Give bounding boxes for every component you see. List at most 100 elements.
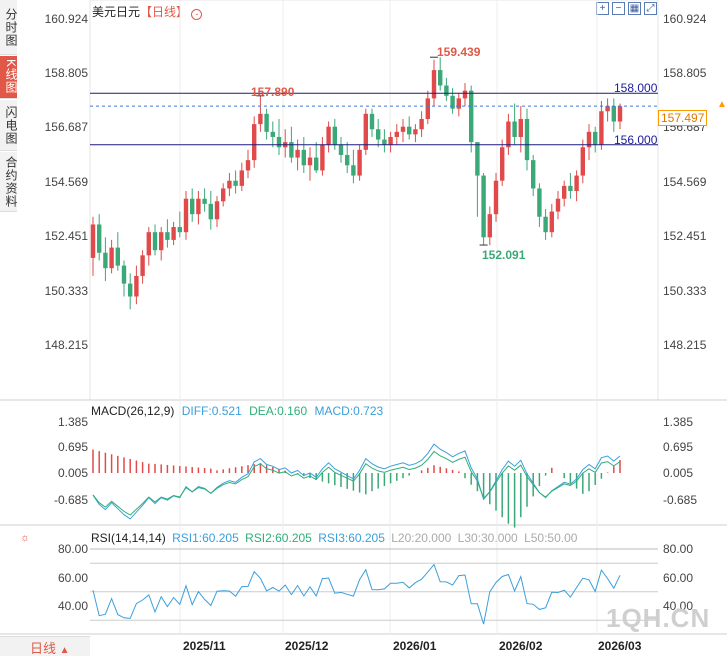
candle-body-72 (537, 188, 542, 217)
price-tick-r-5: 150.333 (663, 284, 707, 298)
candle-body-21 (221, 188, 226, 202)
price-tick-r-4: 152.451 (663, 229, 707, 243)
macd-tick-r-3: -0.685 (663, 493, 698, 507)
grid-icon[interactable]: ▦ (628, 2, 641, 15)
candle-body-30 (276, 136, 282, 148)
price-tick-r-6: 148.215 (663, 338, 707, 352)
candle-body-74 (549, 211, 554, 233)
candle-body-41 (345, 154, 350, 166)
sun-icon[interactable]: ☼ (20, 532, 31, 544)
candle-body-49 (394, 131, 399, 137)
candle-body-57 (444, 85, 449, 96)
candle-body-54 (425, 98, 430, 119)
candle-body-40 (338, 144, 344, 155)
current-price-arrow-icon: ▲ (717, 99, 727, 110)
candle-body-58 (450, 95, 455, 109)
period-tag: 【日线】 (140, 5, 189, 19)
candle-body-75 (555, 198, 561, 212)
macd-diff-value: DIFF:0.521 (181, 404, 242, 418)
triangle-up-icon: ▲ (59, 645, 70, 656)
candle-body-52 (413, 129, 418, 135)
rsi-tick-l-2: 40.00 (57, 599, 88, 613)
time-tick-1: 2025/12 (285, 639, 329, 653)
candle-body-2 (103, 252, 108, 269)
low-price-label: 152.091 (482, 248, 526, 262)
rsi3-value: RSI3:60.205 (318, 531, 385, 545)
candle-body-69 (518, 118, 523, 137)
rsi-title: RSI(14,14,14) (91, 531, 166, 545)
candle-body-53 (419, 118, 424, 130)
rsi2-value: RSI2:60.205 (245, 531, 312, 545)
candle-body-84 (611, 106, 616, 122)
side-tab-0[interactable]: 分时图 (0, 0, 18, 55)
candle-body-42 (351, 165, 356, 176)
rsi-l20-value: L20:20.000 (391, 531, 452, 545)
candle-body-35 (307, 157, 313, 166)
candle-body-16 (190, 198, 195, 215)
candle-body-0 (90, 224, 96, 258)
zoom-out-icon[interactable]: − (612, 2, 625, 15)
candle-body-64 (487, 214, 492, 238)
candle-body-62 (475, 142, 480, 176)
upper-level-label: 158.000 (614, 81, 658, 95)
candle-body-67 (506, 121, 511, 148)
price-tick-l-3: 154.569 (44, 175, 88, 189)
macd-tick-r-2: 0.005 (663, 466, 694, 480)
price-tick-l-2: 156.687 (44, 120, 88, 134)
candle-body-12 (165, 232, 170, 240)
candle-body-51 (407, 126, 412, 135)
side-tab-1[interactable]: K线图 (0, 56, 18, 99)
macd-dea-value: DEA:0.160 (249, 404, 308, 418)
candle-body-61 (469, 90, 474, 143)
price-tick-l-1: 158.805 (44, 66, 88, 80)
high-price-label: 159.439 (437, 45, 481, 59)
macd-tick-l-0: 1.385 (57, 415, 88, 429)
candle-body-8 (140, 255, 145, 276)
candle-body-77 (568, 185, 573, 192)
macd-legend: MACD(26,12,9) DIFF:0.521 DEA:0.160 MACD:… (91, 404, 383, 418)
period-selector[interactable]: 日线 ▲ (30, 638, 70, 657)
candle-body-55 (431, 70, 437, 99)
candle-body-32 (289, 142, 294, 158)
macd-tick-l-2: 0.005 (57, 466, 88, 480)
candle-body-68 (512, 121, 517, 137)
candle-body-33 (295, 149, 300, 158)
period-selector-bar (0, 636, 90, 656)
candle-body-4 (115, 247, 120, 266)
expand-icon[interactable]: ⤢ (644, 2, 657, 15)
candle-body-26 (252, 124, 257, 161)
left-high-price-label: 157.890 (251, 85, 295, 99)
rsi-tick-r-1: 60.00 (663, 571, 694, 585)
price-tick-r-0: 160.924 (663, 12, 707, 26)
side-tab-2[interactable]: 闪电图 (0, 100, 18, 151)
settings-circle-icon[interactable]: - (191, 9, 203, 20)
candle-body-22 (227, 180, 232, 189)
rsi1-value: RSI1:60.205 (172, 531, 239, 545)
side-tab-3[interactable]: 合约资料 (0, 152, 18, 212)
candle-body-46 (376, 129, 381, 140)
lower-level-label: 156.000 (614, 133, 658, 147)
price-tick-l-6: 148.215 (44, 338, 88, 352)
macd-dea-line (92, 450, 621, 516)
price-tick-l-4: 152.451 (44, 229, 88, 243)
price-tick-r-3: 154.569 (663, 175, 707, 189)
candle-body-76 (562, 185, 567, 199)
candle-body-83 (605, 106, 610, 112)
candle-body-25 (245, 160, 251, 171)
candle-body-18 (202, 198, 207, 204)
price-tick-l-5: 150.333 (44, 284, 88, 298)
candle-body-85 (617, 106, 623, 122)
rsi-line (92, 563, 621, 625)
rsi-l30-value: L30:30.000 (457, 531, 518, 545)
time-tick-2: 2026/01 (393, 639, 437, 653)
macd-tick-r-0: 1.385 (663, 415, 694, 429)
macd-tick-l-1: 0.695 (57, 440, 88, 454)
rsi-tick-l-1: 60.00 (57, 571, 88, 585)
time-tick-4: 2026/03 (598, 639, 642, 653)
candle-body-7 (134, 275, 139, 297)
candle-body-27 (258, 113, 263, 125)
candle-body-17 (196, 198, 201, 215)
candle-body-13 (171, 227, 176, 240)
candle-body-63 (481, 175, 486, 238)
